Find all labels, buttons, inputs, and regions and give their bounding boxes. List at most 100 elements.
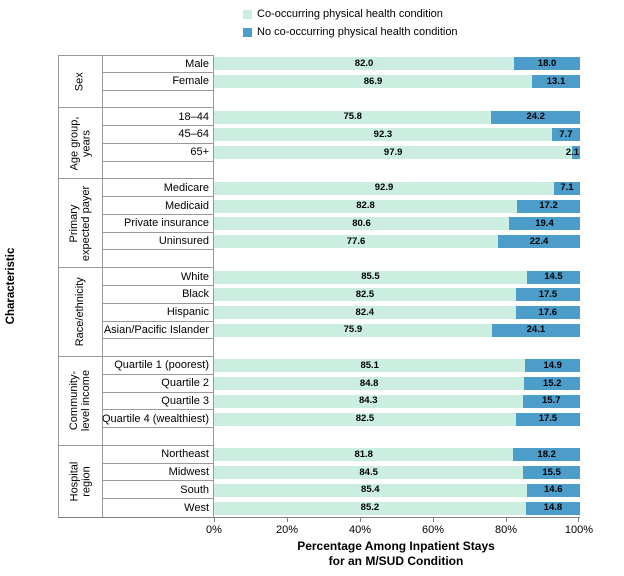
stacked-bar: 81.8 18.2 [214, 448, 580, 462]
bar-area: 81.8 18.2 [214, 446, 580, 464]
group-label-text: Race/ethnicity [73, 277, 86, 347]
stacked-bar: 80.6 19.4 [214, 217, 580, 231]
x-axis-tick-label: 20% [275, 524, 299, 536]
segment-no-co-occurring: 2.1 [566, 146, 580, 160]
chart-row: White 85.5 14.5 [103, 268, 580, 286]
chart-row: Quartile 2 84.8 15.2 [103, 374, 580, 393]
value-label: 85.1 [360, 359, 379, 371]
group-label: Age group, years [59, 108, 103, 180]
row-label: Black [103, 285, 214, 304]
bar-area: 85.5 14.5 [214, 268, 580, 286]
row-label: South [103, 481, 214, 500]
segment-co-occurring: 82.0 [214, 57, 515, 71]
spacer-label-cell [103, 161, 214, 180]
value-label: 84.5 [359, 466, 378, 478]
stacked-bar: 92.3 7.7 [214, 128, 580, 142]
segment-no-co-occurring: 18.0 [514, 57, 580, 71]
stacked-bar: 97.9 2.1 [214, 146, 580, 160]
row-label: West [103, 499, 214, 517]
stacked-bar: 82.4 17.6 [214, 306, 580, 320]
chart-row: Private insurance 80.6 19.4 [103, 214, 580, 233]
value-label: 84.3 [359, 395, 378, 407]
legend-item: No co-occurring physical health conditio… [243, 23, 458, 41]
y-axis-title: Characteristic [5, 247, 17, 325]
spacer-row [103, 339, 580, 358]
bar-area: 75.9 24.1 [214, 322, 580, 340]
x-axis-tick [433, 517, 434, 522]
row-label: Male [103, 55, 214, 73]
segment-no-co-occurring: 18.2 [513, 448, 580, 462]
row-label: Medicare [103, 179, 214, 198]
bar-area: 80.6 19.4 [214, 215, 580, 233]
value-label: 17.6 [538, 306, 558, 318]
bar-area: 84.3 15.7 [214, 393, 580, 411]
segment-co-occurring: 85.5 [214, 270, 527, 284]
value-label: 7.1 [560, 182, 574, 194]
chart-row: Quartile 3 84.3 15.7 [103, 392, 580, 411]
row-label: Asian/Pacific Islander [103, 321, 214, 340]
x-axis-title-line1: Percentage Among Inpatient Stays [297, 539, 495, 553]
chart-row: Medicaid 82.8 17.2 [103, 197, 580, 215]
chart-row: Medicare 92.9 7.1 [103, 179, 580, 198]
row-label: Quartile 1 (poorest) [103, 357, 214, 375]
spacer-row [103, 428, 580, 446]
chart-row: Female 86.9 13.1 [103, 72, 580, 91]
value-label: 75.8 [343, 111, 362, 123]
group-label-text: Sex [73, 72, 86, 92]
bar-area: 82.5 17.5 [214, 410, 580, 428]
stacked-bar: 82.5 17.5 [214, 288, 580, 302]
bar-area: 84.5 15.5 [214, 464, 580, 482]
x-axis-tick-label: 40% [348, 524, 372, 536]
segment-no-co-occurring: 7.1 [554, 181, 580, 195]
row-label: Midwest [103, 463, 214, 482]
value-label: 14.8 [543, 502, 563, 514]
chart-row: 65+ 97.9 2.1 [103, 143, 580, 162]
segment-co-occurring: 77.6 [214, 235, 499, 249]
value-label: 82.0 [354, 57, 374, 69]
chart-row: Hispanic 82.4 17.6 [103, 303, 580, 322]
segment-co-occurring: 85.1 [214, 359, 526, 373]
spacer-row [103, 161, 580, 180]
value-label: 82.5 [355, 413, 375, 425]
group-label: Hospital region [59, 445, 103, 517]
x-axis-tick [578, 517, 579, 522]
row-label: Medicaid [103, 197, 214, 215]
x-axis-line [58, 517, 580, 518]
segment-no-co-occurring: 14.9 [525, 359, 580, 373]
chart-row: Quartile 1 (poorest) 85.1 14.9 [103, 357, 580, 375]
spacer-bar-cell [214, 428, 580, 446]
bar-area: 82.0 18.0 [214, 55, 580, 73]
category-group: Age group, years 18–44 75.8 24.2 45–64 92.3 7.7… [59, 108, 580, 180]
segment-no-co-occurring: 17.2 [517, 199, 580, 213]
spacer-bar-cell [214, 250, 580, 268]
spacer-bar-cell [214, 162, 580, 180]
group-label: Primary expected payer [59, 179, 103, 269]
chart-row: Uninsured 77.6 22.4 [103, 232, 580, 251]
segment-no-co-occurring: 15.7 [522, 394, 580, 408]
stacked-bar: 75.9 24.1 [214, 323, 580, 337]
segment-co-occurring: 82.4 [214, 306, 516, 320]
segment-co-occurring: 85.4 [214, 483, 527, 497]
stacked-bar: 84.3 15.7 [214, 394, 580, 408]
category-group: Primary expected payer Medicare 92.9 7.1 Medi… [59, 179, 580, 269]
row-label: Hispanic [103, 303, 214, 322]
row-label: 45–64 [103, 126, 214, 144]
value-label: 75.9 [343, 324, 363, 336]
co-occurring-swatch-icon [243, 9, 252, 19]
group-label: Community-level income [59, 357, 103, 446]
spacer-bar-cell [214, 91, 580, 109]
spacer-label-cell [103, 90, 214, 109]
segment-no-co-occurring: 14.8 [525, 501, 580, 515]
spacer-label-cell [103, 428, 214, 446]
segment-no-co-occurring: 15.2 [524, 377, 580, 391]
value-label: 86.9 [363, 75, 383, 87]
value-label: 18.0 [537, 57, 557, 69]
segment-co-occurring: 97.9 [214, 146, 573, 160]
segment-no-co-occurring: 7.7 [551, 128, 580, 142]
stacked-bar: 85.4 14.6 [214, 483, 580, 497]
chart-row: Northeast 81.8 18.2 [103, 445, 580, 464]
value-label: 19.4 [535, 217, 554, 229]
row-label: Northeast [103, 445, 214, 464]
value-label: 80.6 [352, 217, 371, 229]
spacer-row [103, 90, 580, 109]
